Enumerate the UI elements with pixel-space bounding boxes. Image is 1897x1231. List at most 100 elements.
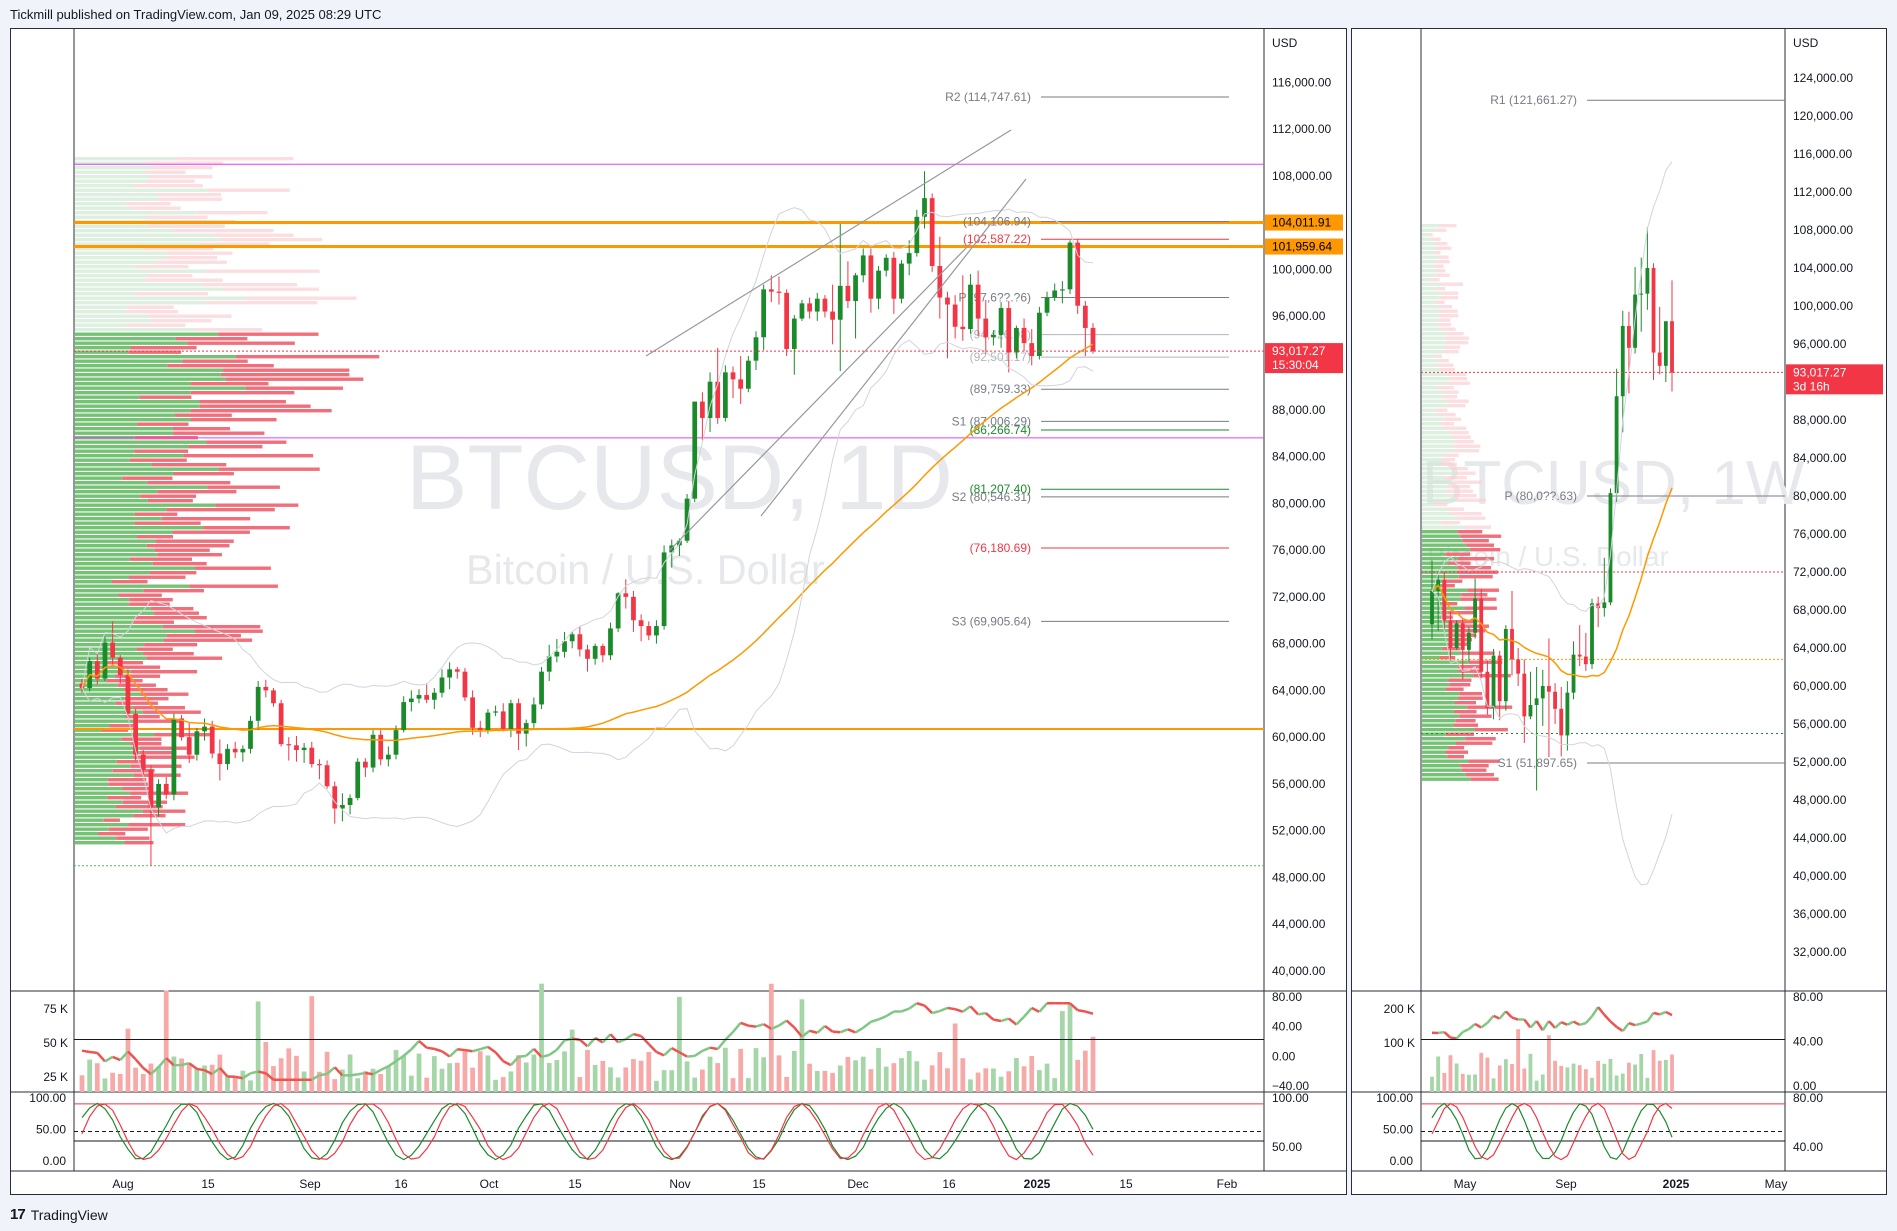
- candle-body: [156, 783, 161, 808]
- volume-profile-bar: [1466, 543, 1495, 547]
- volume-profile-bar: [150, 175, 213, 179]
- candle-body: [592, 645, 598, 659]
- rsi-line-segment: [647, 1043, 658, 1053]
- volume-profile-bar: [75, 323, 126, 327]
- candle-body: [730, 372, 736, 380]
- volume-profile-bar: [1442, 426, 1467, 430]
- volume-profile-bar: [1445, 390, 1459, 394]
- volume-profile-bar: [75, 229, 174, 233]
- volume-profile-bar: [1443, 602, 1458, 606]
- volume-bar: [853, 1060, 858, 1092]
- candle-body: [1602, 602, 1607, 609]
- volume-bar: [148, 1063, 154, 1092]
- volume-bar: [523, 1062, 529, 1092]
- volume-profile-bar: [75, 517, 162, 521]
- volume-profile-bar: [1446, 399, 1469, 403]
- volume-profile-bar: [75, 175, 151, 179]
- volume-bar: [546, 1062, 552, 1092]
- volume-profile-bar: [75, 548, 155, 552]
- daily-chart-panel[interactable]: BTCUSD, 1D Bitcoin / U.S. Dollar USD R2 (11…: [10, 28, 1347, 1195]
- volume-profile-bar: [1470, 548, 1501, 552]
- volume-profile-bar: [166, 508, 275, 512]
- volume-profile-bar: [1422, 471, 1456, 475]
- rsi-line-segment: [732, 1022, 742, 1033]
- volume-bar: [301, 1071, 307, 1092]
- volume-profile-bar: [139, 746, 187, 750]
- volume-profile-bar: [1450, 512, 1482, 516]
- volume-bar: [454, 1062, 460, 1092]
- volume-profile-bar: [1422, 480, 1453, 484]
- volume-bar: [1620, 1073, 1625, 1092]
- volume-profile-bar: [1465, 737, 1496, 741]
- footer-brand[interactable]: 17 TradingView: [10, 1200, 108, 1230]
- volume-profile-bar: [1422, 705, 1468, 709]
- volume-profile-bar: [1453, 633, 1477, 637]
- volume-profile-bar: [138, 719, 184, 723]
- candle-body: [822, 298, 828, 312]
- candle-body: [186, 737, 192, 755]
- volume-profile-bar: [75, 809, 143, 813]
- volume-profile-bar: [205, 269, 320, 273]
- volume-bar: [1645, 1077, 1650, 1092]
- volume-bar: [225, 1076, 230, 1092]
- volume-profile-bar: [75, 805, 116, 809]
- volume-bar: [87, 1059, 93, 1092]
- rsi-line-segment: [1597, 1006, 1606, 1016]
- volume-profile-bar: [1452, 494, 1477, 498]
- candle-body: [554, 651, 560, 657]
- volume-profile-bar: [1422, 399, 1447, 403]
- volume-bar: [179, 1058, 184, 1092]
- price-tick-label: 48,000.00: [1272, 870, 1326, 884]
- volume-profile-bar: [173, 431, 265, 435]
- volume-profile-bar: [1422, 372, 1448, 376]
- volume-profile-bar: [1438, 224, 1457, 228]
- rsi-line-segment: [479, 1045, 489, 1051]
- symbol-watermark: BTCUSD, 1W: [1422, 449, 1805, 518]
- volume-profile-bar: [1422, 570, 1458, 574]
- volume-bar: [1528, 1053, 1533, 1092]
- volume-bar: [768, 983, 774, 1092]
- candle-body: [715, 381, 721, 418]
- volume-bar: [363, 1071, 368, 1092]
- candle-body: [631, 596, 636, 621]
- price-badge-countdown: 15:30:04: [1272, 358, 1319, 372]
- volume-profile-bar: [133, 814, 166, 818]
- volume-profile-bar: [75, 386, 246, 390]
- volume-bar: [1430, 1076, 1434, 1092]
- rsi-line-segment: [671, 1047, 681, 1054]
- bollinger-band-line: [1431, 161, 1673, 612]
- volume-bar: [431, 1056, 437, 1092]
- volume-profile-bar: [75, 409, 191, 413]
- volume-profile-bar: [1452, 444, 1481, 448]
- volume-profile-bar: [75, 652, 144, 656]
- volume-profile-bar: [75, 395, 140, 399]
- candle-body: [646, 626, 652, 636]
- rsi-line-segment: [678, 1051, 688, 1058]
- volume-profile-bar: [1448, 404, 1466, 408]
- volume-profile-bar: [75, 161, 146, 165]
- volume-profile-bar: [1422, 755, 1448, 759]
- rsi-line-segment: [1523, 1018, 1532, 1029]
- volume-bar: [186, 1063, 192, 1092]
- candle-body: [286, 744, 292, 746]
- rsi-line-segment: [824, 1024, 834, 1033]
- volume-profile-bar: [125, 323, 186, 327]
- weekly-chart-panel[interactable]: BTCUSD, 1W Bitcoin / U.S. Dollar USD R1 (12…: [1351, 28, 1887, 1195]
- volume-profile-bar: [75, 247, 142, 251]
- candle-body: [600, 645, 606, 656]
- volume-profile-bar: [75, 688, 125, 692]
- volume-profile-bar: [183, 454, 314, 458]
- candle-body: [1608, 493, 1613, 603]
- rsi-axis-label: −40.00: [1272, 1079, 1309, 1093]
- volume-profile-bar: [140, 494, 197, 498]
- volume-profile-bar: [1422, 404, 1449, 408]
- volume-bar: [1639, 1054, 1644, 1092]
- volume-profile-bar: [1474, 728, 1508, 732]
- stoch-right-axis-label: 80.00: [1793, 1091, 1823, 1105]
- volume-profile-bar: [75, 431, 174, 435]
- volume-profile-bar: [134, 521, 201, 525]
- volume-profile-bar: [162, 625, 261, 629]
- daily-chart-svg[interactable]: BTCUSD, 1D Bitcoin / U.S. Dollar USD R2 (11…: [11, 29, 1346, 1194]
- volume-profile-bar: [75, 602, 130, 606]
